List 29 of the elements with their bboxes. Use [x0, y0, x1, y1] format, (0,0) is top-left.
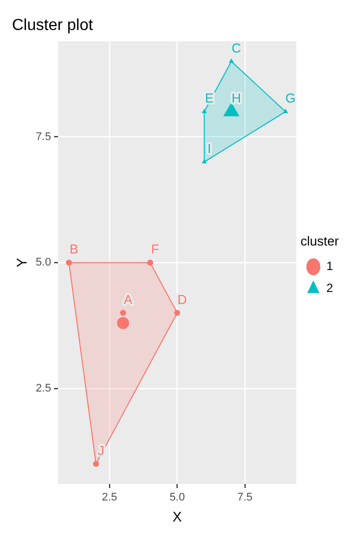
y-tick-label: 2.5 — [36, 382, 52, 394]
legend-label: 2 — [326, 281, 334, 296]
annotation: I — [207, 141, 212, 156]
y-tick-label: 5.0 — [36, 256, 52, 269]
point — [228, 58, 234, 63]
annotation: A — [124, 292, 133, 307]
annotation: G — [285, 90, 296, 106]
annotation: H — [232, 90, 242, 106]
point — [66, 260, 72, 266]
point — [120, 310, 126, 316]
y-tick-label: 7.5 — [36, 130, 52, 143]
annotation: B — [70, 242, 78, 257]
annotation: F — [151, 242, 160, 257]
y-axis-title: Y — [13, 257, 30, 268]
x-tick-label: 5.0 — [170, 492, 185, 504]
x-tick-label: 7.5 — [237, 492, 253, 504]
point — [92, 460, 99, 467]
annotation: D — [178, 292, 187, 307]
point — [202, 108, 207, 114]
point — [147, 260, 154, 266]
x-axis-title: X — [172, 508, 183, 524]
point — [174, 310, 180, 316]
x-tick-label: 2.5 — [102, 492, 118, 504]
annotation: C — [232, 40, 242, 56]
legend-title: cluster — [300, 233, 340, 248]
legend-label: 1 — [326, 259, 334, 274]
chart-title: Cluster plot — [12, 17, 94, 34]
point — [282, 108, 288, 114]
point — [202, 159, 207, 164]
